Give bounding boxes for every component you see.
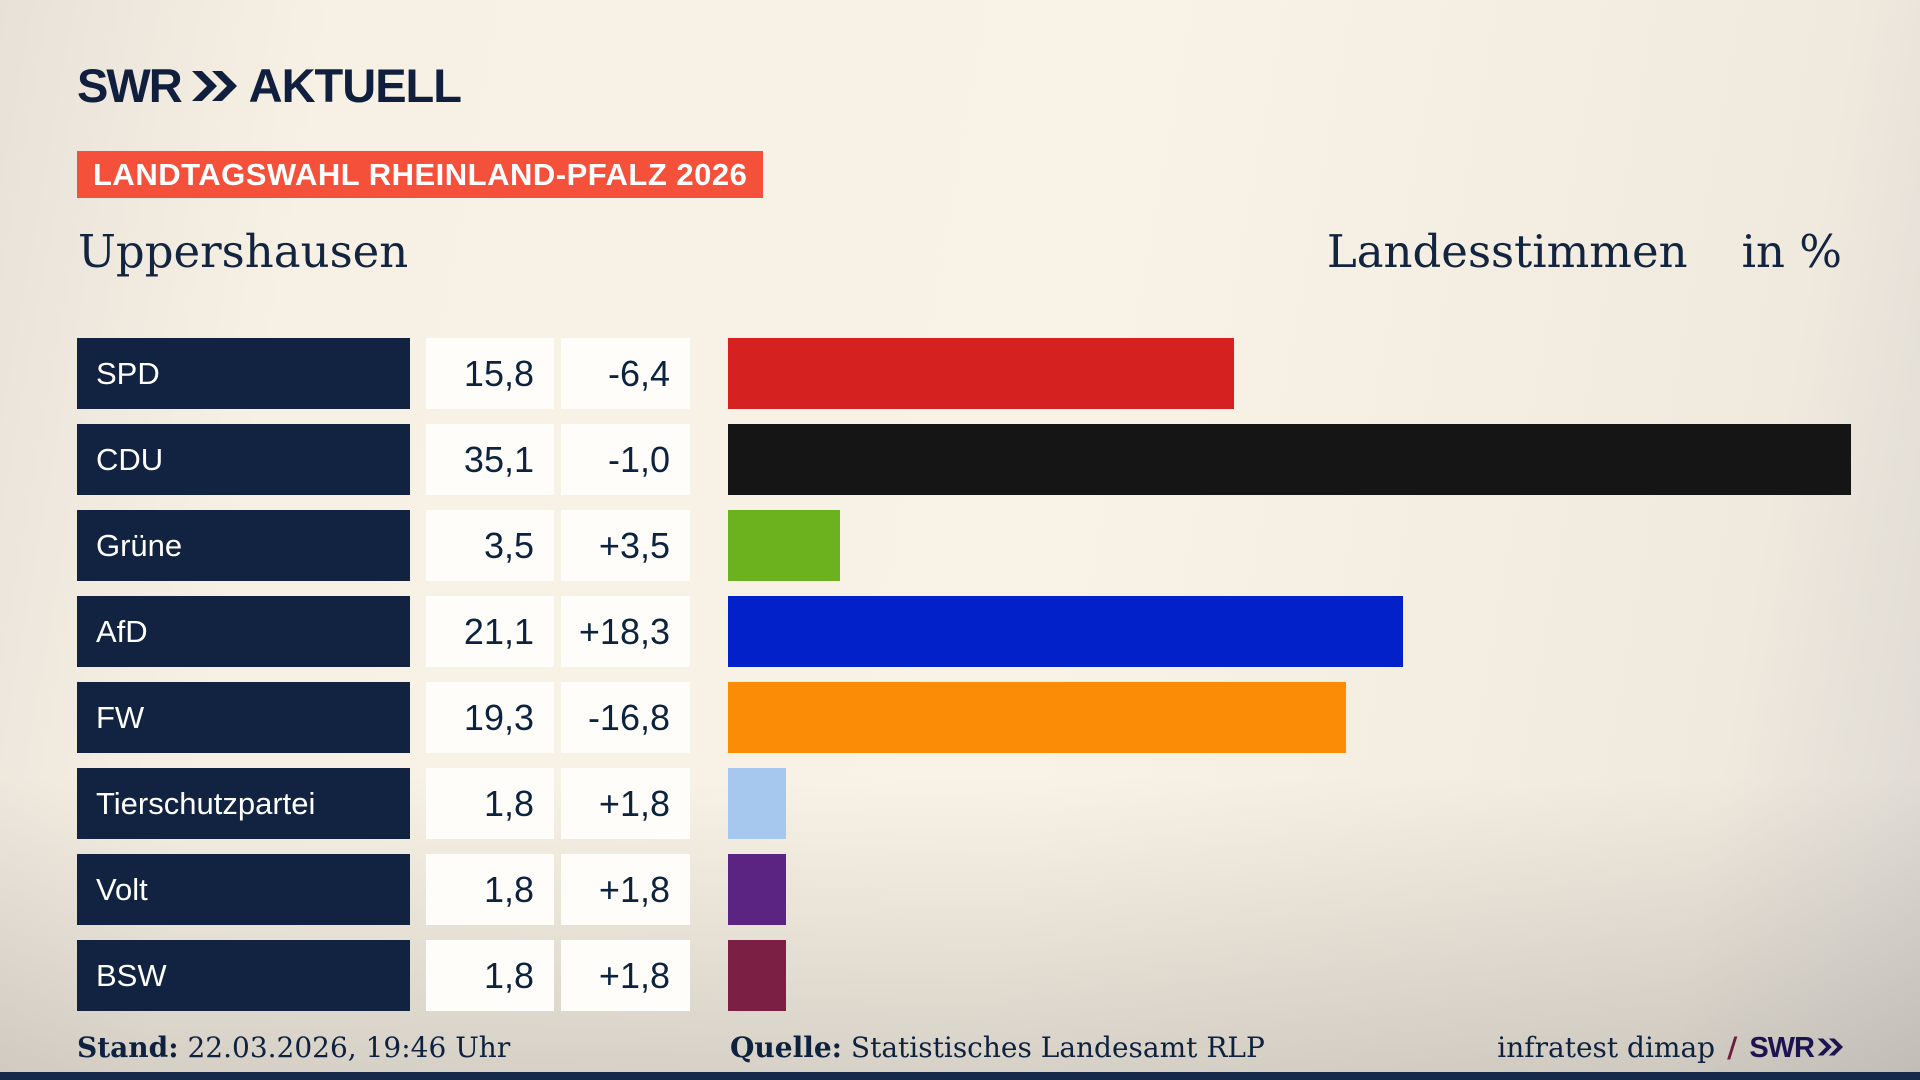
chart-row: Volt 1,8 +1,8 bbox=[77, 854, 1920, 925]
swr-credit-brand: SWR bbox=[1749, 1024, 1843, 1072]
source-value: Statistisches Landesamt RLP bbox=[850, 1031, 1265, 1064]
result-bar bbox=[728, 768, 786, 839]
chart-row: FW 19,3 -16,8 bbox=[77, 682, 1920, 753]
chart-row: AfD 21,1 +18,3 bbox=[77, 596, 1920, 667]
swr-aktuell-logo: SWR AKTUELL bbox=[77, 59, 462, 112]
value-cell: 1,8 bbox=[426, 940, 554, 1011]
party-label: SPD bbox=[77, 338, 410, 409]
change-cell: +1,8 bbox=[561, 940, 690, 1011]
change-cell: +1,8 bbox=[561, 768, 690, 839]
result-bar bbox=[728, 424, 1851, 495]
result-bar bbox=[728, 596, 1403, 667]
measure-label: Landesstimmen bbox=[1326, 225, 1688, 278]
swr-credit-text: SWR bbox=[1749, 1032, 1815, 1064]
credit-info: infratest dimap / SWR bbox=[1497, 1024, 1843, 1072]
result-bar bbox=[728, 510, 840, 581]
change-cell: +3,5 bbox=[561, 510, 690, 581]
stand-info: Stand: 22.03.2026, 19:46 Uhr bbox=[77, 1024, 510, 1072]
value-cell: 35,1 bbox=[426, 424, 554, 495]
value-cell: 15,8 bbox=[426, 338, 554, 409]
credit-text: infratest dimap bbox=[1497, 1031, 1716, 1064]
value-cell: 1,8 bbox=[426, 768, 554, 839]
result-bar bbox=[728, 682, 1346, 753]
result-bar bbox=[728, 940, 786, 1011]
change-cell: +18,3 bbox=[561, 596, 690, 667]
value-cell: 1,8 bbox=[426, 854, 554, 925]
value-cell: 3,5 bbox=[426, 510, 554, 581]
election-badge: LANDTAGSWAHL RHEINLAND-PFALZ 2026 bbox=[77, 151, 764, 198]
title-row: Uppershausen Landesstimmen in % bbox=[0, 226, 1920, 278]
stand-value: 22.03.2026, 19:46 Uhr bbox=[187, 1031, 511, 1064]
chart-row: CDU 35,1 -1,0 bbox=[77, 424, 1920, 495]
aktuell-logo-text: AKTUELL bbox=[248, 59, 462, 112]
change-cell: -1,0 bbox=[561, 424, 690, 495]
value-cell: 21,1 bbox=[426, 596, 554, 667]
measure-title: Landesstimmen in % bbox=[1327, 226, 1842, 278]
unit-label: in % bbox=[1741, 225, 1842, 278]
party-label: CDU bbox=[77, 424, 410, 495]
source-info: Quelle: Statistisches Landesamt RLP bbox=[730, 1024, 1265, 1072]
municipality-title: Uppershausen bbox=[78, 225, 409, 278]
chart-row: Tierschutzpartei 1,8 +1,8 bbox=[77, 768, 1920, 839]
footer: Stand: 22.03.2026, 19:46 Uhr Quelle: Sta… bbox=[0, 1024, 1920, 1072]
bottom-accent-strip bbox=[0, 1072, 1920, 1080]
source-label: Quelle: bbox=[730, 1031, 842, 1064]
result-bar bbox=[728, 338, 1234, 409]
value-cell: 19,3 bbox=[426, 682, 554, 753]
stand-label: Stand: bbox=[77, 1031, 179, 1064]
party-label: FW bbox=[77, 682, 410, 753]
chart-rows: SPD 15,8 -6,4 CDU 35,1 -1,0 Grüne 3,5 +3… bbox=[77, 338, 1920, 1026]
change-cell: -6,4 bbox=[561, 338, 690, 409]
chart-row: SPD 15,8 -6,4 bbox=[77, 338, 1920, 409]
party-label: Volt bbox=[77, 854, 410, 925]
swr-credit-chevron-icon bbox=[1817, 1024, 1843, 1072]
party-label: BSW bbox=[77, 940, 410, 1011]
result-bar bbox=[728, 854, 786, 925]
change-cell: +1,8 bbox=[561, 854, 690, 925]
party-label: Grüne bbox=[77, 510, 410, 581]
party-label: AfD bbox=[77, 596, 410, 667]
chart-row: BSW 1,8 +1,8 bbox=[77, 940, 1920, 1011]
swr-logo-text: SWR bbox=[77, 59, 183, 112]
swr-double-chevron-icon bbox=[191, 69, 237, 103]
party-label: Tierschutzpartei bbox=[77, 768, 410, 839]
credit-separator: / bbox=[1727, 1031, 1738, 1064]
change-cell: -16,8 bbox=[561, 682, 690, 753]
chart-row: Grüne 3,5 +3,5 bbox=[77, 510, 1920, 581]
